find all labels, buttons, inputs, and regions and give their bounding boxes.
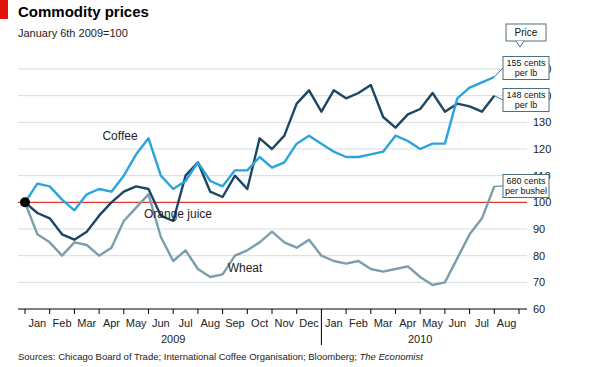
price-label: 148 centsper lb bbox=[494, 89, 549, 112]
price-box bbox=[503, 175, 549, 198]
price-text: per lb bbox=[515, 68, 538, 78]
x-tick bbox=[197, 309, 198, 314]
y-axis: 60708090100110120130140150 bbox=[18, 63, 551, 315]
year-label: 2009 bbox=[161, 333, 185, 345]
x-tick-label: Oct bbox=[251, 317, 268, 329]
x-tick-label: Jul bbox=[179, 317, 193, 329]
price-label: 155 centsper lb bbox=[494, 57, 549, 80]
price-header-box bbox=[506, 24, 546, 41]
x-tick bbox=[173, 309, 174, 314]
x-tick bbox=[123, 309, 124, 314]
y-tick-label: 120 bbox=[533, 143, 551, 155]
x-tick bbox=[99, 309, 100, 314]
x-tick-label: Apr bbox=[103, 317, 120, 329]
price-leader bbox=[494, 96, 503, 100]
price-box bbox=[503, 57, 549, 80]
x-tick-label: Mar bbox=[374, 317, 393, 329]
x-tick bbox=[420, 309, 421, 314]
x-tick bbox=[247, 309, 248, 314]
series-line bbox=[25, 186, 494, 285]
x-tick bbox=[494, 309, 495, 314]
price-leader bbox=[494, 186, 503, 187]
x-tick-label: Jul bbox=[475, 317, 489, 329]
x-tick-label: Sep bbox=[225, 317, 245, 329]
price-text: per lb bbox=[515, 100, 538, 110]
baseline bbox=[18, 202, 527, 203]
x-tick-label: Apr bbox=[399, 317, 416, 329]
x-tick bbox=[222, 309, 223, 314]
start-dot bbox=[20, 197, 30, 207]
x-tick-label: Jan bbox=[28, 317, 46, 329]
x-tick-label: Aug bbox=[200, 317, 220, 329]
accent bbox=[0, 0, 8, 19]
price-text: 680 cents bbox=[506, 176, 546, 186]
title: Commodity prices bbox=[18, 3, 149, 20]
background bbox=[0, 0, 595, 367]
x-tick bbox=[444, 309, 445, 314]
x-tick bbox=[148, 309, 149, 314]
x-tick bbox=[49, 309, 50, 314]
x-tick-label: Mar bbox=[77, 317, 96, 329]
series-label: Wheat bbox=[228, 261, 263, 275]
x-tick-label: Jun bbox=[448, 317, 466, 329]
price-header-pointer bbox=[516, 41, 524, 47]
price-text: per bushel bbox=[505, 186, 547, 196]
y-tick-label: 80 bbox=[533, 250, 545, 262]
x-tick bbox=[272, 309, 273, 314]
x-tick bbox=[296, 309, 297, 314]
x-tick-label: May bbox=[422, 317, 443, 329]
x-tick-label: Dec bbox=[299, 317, 319, 329]
x-tick bbox=[395, 309, 396, 314]
series-group bbox=[25, 77, 494, 285]
price-header: Price bbox=[506, 24, 546, 47]
x-tick-label: Feb bbox=[53, 317, 72, 329]
source-part: The Economist bbox=[360, 351, 424, 362]
grid-line bbox=[18, 282, 527, 283]
series-label: Coffee bbox=[102, 129, 137, 143]
y-tick-label: 130 bbox=[533, 116, 551, 128]
y-tick-label: 70 bbox=[533, 276, 545, 288]
grid-line bbox=[18, 95, 527, 96]
grid-line bbox=[18, 229, 527, 230]
x-tick-label: Nov bbox=[275, 317, 295, 329]
x-tick-end bbox=[519, 309, 520, 314]
x-tick bbox=[370, 309, 371, 314]
subtitle: January 6th 2009=100 bbox=[18, 27, 128, 39]
x-tick bbox=[321, 309, 322, 345]
price-header-text: Price bbox=[515, 27, 538, 38]
x-tick bbox=[25, 309, 26, 314]
price-box bbox=[503, 89, 549, 112]
x-tick-label: Jan bbox=[325, 317, 343, 329]
source-part: Sources: Chicago Board of Trade; Interna… bbox=[18, 351, 360, 362]
grid-line bbox=[18, 255, 527, 256]
x-tick-label: May bbox=[126, 317, 147, 329]
x-tick bbox=[346, 309, 347, 314]
source: Sources: Chicago Board of Trade; Interna… bbox=[18, 351, 423, 362]
grid-line bbox=[18, 202, 527, 203]
y-tick-label: 90 bbox=[533, 223, 545, 235]
price-leader bbox=[494, 68, 503, 77]
x-axis: Jan Feb Mar Apr May Jun Jul Aug Sep Oct Nov Dec Jan F… bbox=[25, 309, 519, 345]
chart: Commodity prices January 6th 2009=100 60 70… bbox=[0, 0, 595, 367]
grid-line bbox=[18, 69, 527, 70]
price-label: 680 centsper bushel bbox=[494, 175, 549, 198]
x-tick-label: Feb bbox=[349, 317, 368, 329]
x-tick-label: Aug bbox=[497, 317, 517, 329]
x-tick bbox=[74, 309, 75, 314]
price-text: 155 cents bbox=[506, 58, 546, 68]
x-tick-label: Jun bbox=[152, 317, 170, 329]
series-line bbox=[25, 85, 494, 240]
grid-line bbox=[18, 175, 527, 176]
series-line bbox=[25, 77, 494, 210]
series-label: Orange juice bbox=[144, 207, 212, 221]
y-tick-label: 60 bbox=[533, 303, 545, 315]
year-label: 2010 bbox=[408, 333, 432, 345]
x-tick bbox=[469, 309, 470, 314]
price-text: 148 cents bbox=[506, 90, 546, 100]
y-tick-label: 100 bbox=[533, 196, 551, 208]
